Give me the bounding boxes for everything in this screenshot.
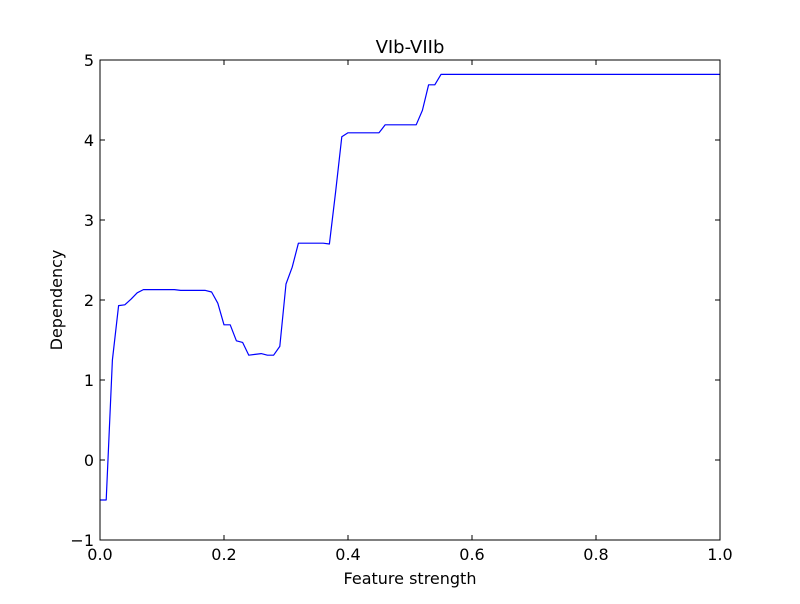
x-tick-label: 0.4 — [335, 545, 360, 564]
x-tick-label: 0.6 — [459, 545, 484, 564]
y-tick-label: 5 — [84, 51, 94, 70]
y-tick-label: 0 — [84, 451, 94, 470]
chart-title: VIb-VIIb — [376, 37, 445, 58]
x-tick-label: 1.0 — [707, 545, 732, 564]
y-axis-label: Dependency — [47, 250, 66, 351]
x-tick-label: 0.2 — [211, 545, 236, 564]
x-tick-label: 0.0 — [87, 545, 112, 564]
y-tick-label: −1 — [70, 531, 94, 550]
y-tick-label: 1 — [84, 371, 94, 390]
x-tick-label: 0.8 — [583, 545, 608, 564]
y-tick-label: 2 — [84, 291, 94, 310]
series-line-0 — [100, 73, 720, 501]
y-tick-label: 4 — [84, 131, 94, 150]
y-tick-label: 3 — [84, 211, 94, 230]
plot-area: 0.0 0.2 0.4 0.6 0.8 1.0 −1 0 1 2 3 4 5 — [70, 51, 732, 564]
x-axis-label: Feature strength — [344, 569, 477, 588]
